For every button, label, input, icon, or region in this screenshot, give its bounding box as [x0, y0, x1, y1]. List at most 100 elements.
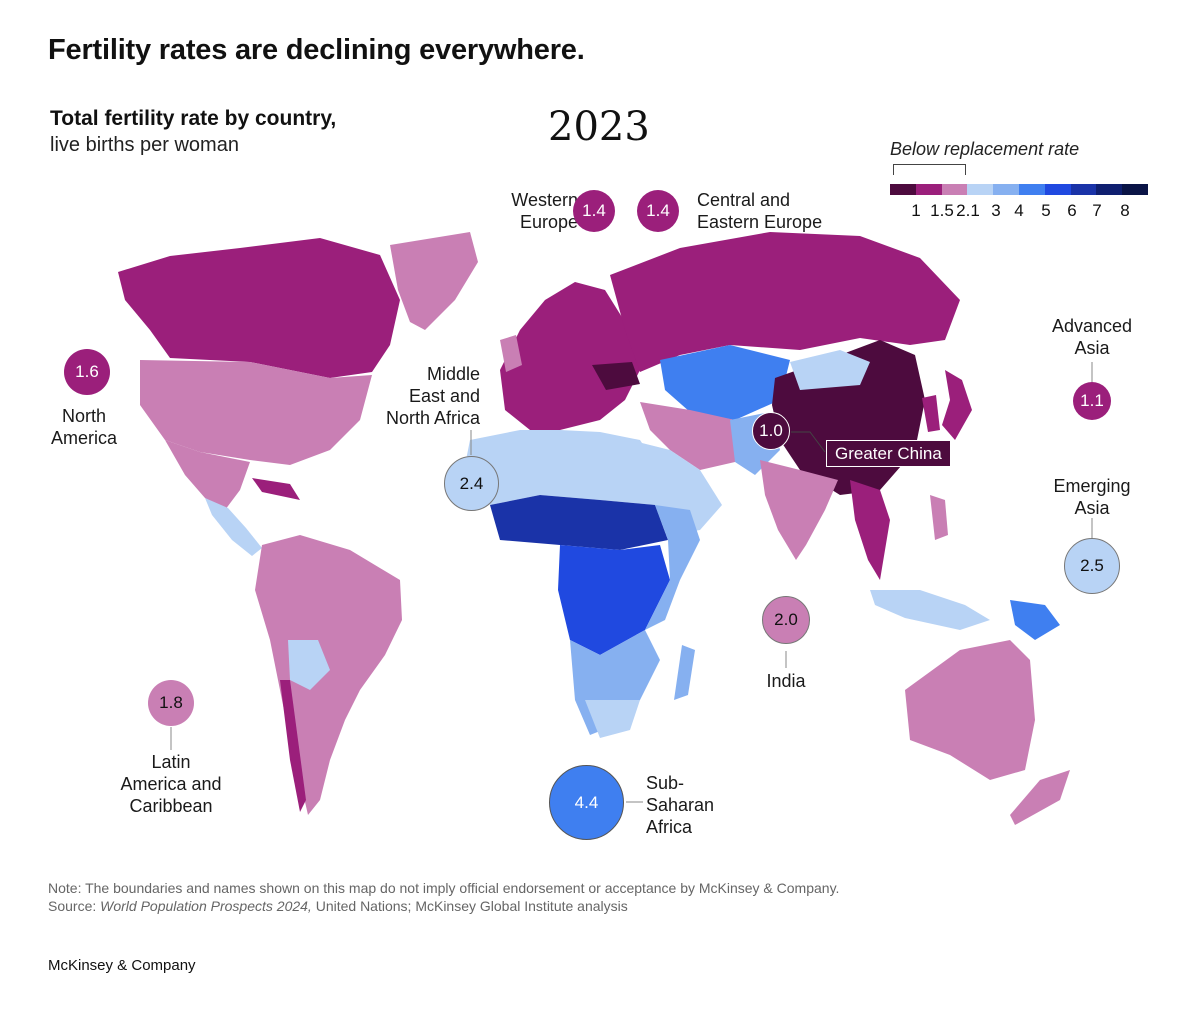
label-line: Saharan — [646, 795, 715, 815]
latin-america-label: Latin America and Caribbean — [106, 751, 236, 817]
legend-swatch — [1096, 184, 1123, 195]
legend-swatch — [1044, 184, 1071, 195]
label-line: Latin — [151, 752, 191, 772]
legend-ticks: 1 1.5 2.1 3 4 5 6 7 8 — [890, 201, 1152, 223]
central-asia-shape — [660, 345, 790, 420]
source-suffix: United Nations; McKinsey Global Institut… — [311, 898, 628, 914]
mena-label: Middle East and North Africa — [372, 363, 480, 429]
legend-tick: 1.5 — [930, 201, 954, 220]
north-america-bubble: 1.6 — [64, 349, 110, 395]
mexico-shape — [165, 440, 250, 510]
legend-tick: 6 — [1067, 201, 1077, 220]
greater-china-label: Greater China — [826, 440, 951, 467]
south-africa-shape — [585, 700, 640, 738]
legend-bracket — [893, 164, 966, 175]
japan-shape — [942, 370, 972, 440]
new-zealand-shape — [1010, 770, 1070, 825]
europe-shape — [500, 282, 640, 430]
label-line: America — [50, 428, 117, 448]
sahel-shape — [490, 495, 668, 550]
label-line: North Africa — [385, 408, 480, 428]
legend-swatch — [890, 184, 916, 195]
central-eastern-europe-label: Central and Eastern Europe — [697, 189, 847, 233]
label-line: America and — [120, 774, 222, 794]
legend-swatch — [1122, 184, 1148, 195]
legend-tick: 7 — [1092, 201, 1102, 220]
legend-tick: 1 — [911, 201, 921, 220]
chart-subtitle: live births per woman — [50, 134, 239, 156]
label-line: Caribbean — [129, 796, 213, 816]
madagascar-shape — [674, 645, 695, 700]
emerging-asia-bubble: 2.5 — [1064, 538, 1120, 594]
ukraine-shape — [592, 362, 640, 390]
iran-turkey-shape — [640, 402, 735, 470]
advanced-asia-bubble: 1.1 — [1073, 382, 1111, 420]
label-line: Western — [511, 190, 578, 210]
label-line: Asia — [1074, 338, 1110, 358]
source-prefix: Source: — [48, 898, 101, 914]
note-text: Note: The boundaries and names shown on … — [48, 880, 840, 896]
legend-tick: 5 — [1041, 201, 1051, 220]
legend-swatch — [941, 184, 968, 195]
label-line: Advanced — [1051, 316, 1133, 336]
legend-color-scale — [890, 184, 1148, 195]
legend-tick: 8 — [1120, 201, 1130, 220]
year-label: 2023 — [548, 104, 650, 150]
greater-china-bubble: 1.0 — [752, 412, 790, 450]
uk-shape — [500, 335, 522, 372]
legend-tick: 2.1 — [956, 201, 980, 220]
east-africa-shape — [645, 505, 700, 630]
papua-shape — [1010, 600, 1060, 640]
legend-swatch — [967, 184, 994, 195]
headline: Fertility rates are declining everywhere… — [48, 34, 585, 66]
label-line: East and — [408, 386, 480, 406]
label-line: Asia — [1074, 498, 1110, 518]
north-america-label: North America — [44, 405, 124, 449]
usa-shape — [140, 360, 372, 465]
advanced-asia-label: Advanced Asia — [1042, 315, 1142, 359]
india-label: India — [766, 671, 806, 691]
label-line: Africa — [646, 817, 693, 837]
western-europe-bubble: 1.4 — [573, 190, 615, 232]
greenland-shape — [390, 232, 478, 330]
russia-shape — [610, 232, 960, 372]
legend-swatch — [1018, 184, 1045, 195]
central-eastern-europe-bubble: 1.4 — [637, 190, 679, 232]
emerging-asia-label: Emerging Asia — [1036, 475, 1148, 519]
legend-swatch — [1070, 184, 1097, 195]
australia-shape — [905, 640, 1035, 780]
central-america-shape — [205, 498, 262, 556]
bolivia-paraguay-shape — [288, 640, 330, 690]
label-line: Europe — [519, 212, 578, 232]
source-title: World Population Prospects 2024, — [100, 898, 312, 914]
label-line: North — [61, 406, 106, 426]
central-africa-shape — [558, 545, 670, 655]
sub-saharan-africa-label: Sub- Saharan Africa — [646, 772, 736, 838]
korea-shape — [922, 395, 940, 432]
sub-saharan-africa-bubble: 4.4 — [549, 765, 624, 840]
north-africa-shape — [462, 430, 660, 505]
footnote: Note: The boundaries and names shown on … — [48, 879, 839, 915]
indonesia-shape — [870, 590, 990, 630]
legend-tick: 3 — [991, 201, 1001, 220]
label-line: Central and — [697, 190, 791, 210]
india-bubble: 2.0 — [762, 596, 810, 644]
brand-logo: McKinsey & Company — [48, 957, 196, 974]
label-line: Eastern Europe — [697, 212, 823, 232]
legend-swatch — [993, 184, 1019, 195]
label-line: Middle — [426, 364, 480, 384]
mongolia-shape — [790, 350, 870, 390]
label-line: Emerging — [1053, 476, 1131, 496]
legend-swatch — [915, 184, 942, 195]
south-america-shape — [255, 535, 402, 815]
caribbean-shape — [252, 478, 300, 500]
southeast-asia-shape — [850, 480, 890, 580]
mena-bubble: 2.4 — [444, 456, 499, 511]
latin-america-bubble: 1.8 — [148, 680, 194, 726]
india-shape — [760, 460, 838, 560]
western-europe-label: Western Europe — [474, 189, 578, 233]
label-line: Sub- — [646, 773, 685, 793]
leader-line — [791, 431, 826, 453]
chile-shape — [280, 680, 306, 812]
